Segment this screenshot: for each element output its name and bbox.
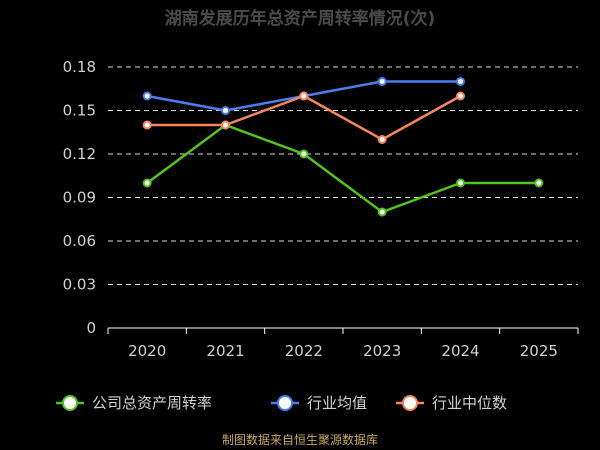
y-tick-label: 0.09 <box>63 189 96 207</box>
legend-label: 公司总资产周转率 <box>92 394 212 412</box>
grid-layer <box>108 66 578 285</box>
y-tick-label: 0.18 <box>63 58 96 76</box>
x-tick-label: 2020 <box>128 342 166 360</box>
y-tick-label: 0.12 <box>63 145 96 163</box>
legend-label: 行业均值 <box>307 394 367 412</box>
chart-title: 湖南发展历年总资产周转率情况(次) <box>165 8 436 29</box>
data-point[interactable] <box>142 120 152 130</box>
x-tick-label: 2024 <box>441 342 479 360</box>
y-tick-label: 0.03 <box>63 276 96 294</box>
y-tick-label: 0.06 <box>63 232 96 250</box>
data-point[interactable] <box>221 120 230 130</box>
data-point[interactable] <box>299 149 309 159</box>
series-1 <box>142 120 544 217</box>
data-source-note: 制图数据来自恒生聚源数据库 <box>222 432 378 447</box>
legend-marker <box>277 395 293 411</box>
x-tick-label: 2025 <box>520 342 558 360</box>
data-point[interactable] <box>456 91 465 101</box>
data-point[interactable] <box>377 135 387 144</box>
data-point[interactable] <box>377 207 387 217</box>
data-point[interactable] <box>456 178 465 188</box>
legend-item-3[interactable]: 行业中位数 <box>396 394 507 412</box>
legend-marker <box>62 395 78 411</box>
legend-item-2[interactable]: 行业均值 <box>271 394 367 412</box>
y-tick-label: 0 <box>86 319 96 337</box>
legend-item-1[interactable]: 公司总资产周转率 <box>56 394 212 412</box>
x-tick-label: 2023 <box>363 342 401 360</box>
data-point[interactable] <box>456 77 465 86</box>
series-layer <box>142 77 544 217</box>
legend-label: 行业中位数 <box>432 394 507 412</box>
data-point[interactable] <box>377 77 387 86</box>
data-point[interactable] <box>221 106 230 115</box>
x-tick-label: 2022 <box>285 342 323 360</box>
series-line <box>146 123 539 214</box>
series-line <box>147 94 462 141</box>
data-point[interactable] <box>142 178 152 188</box>
legend-marker <box>402 395 418 411</box>
y-tick-label: 0.15 <box>63 102 96 120</box>
series-3 <box>142 91 465 144</box>
data-point[interactable] <box>299 91 309 101</box>
x-tick-label: 2021 <box>206 342 244 360</box>
legend[interactable]: 公司总资产周转率 行业均值 行业中位数 <box>56 394 507 412</box>
axis-layer: 0 0.03 0.06 0.09 0.12 0.15 0.18 2020 2021 2022 202… <box>63 58 579 360</box>
data-point[interactable] <box>142 91 152 101</box>
data-point[interactable] <box>534 178 544 188</box>
